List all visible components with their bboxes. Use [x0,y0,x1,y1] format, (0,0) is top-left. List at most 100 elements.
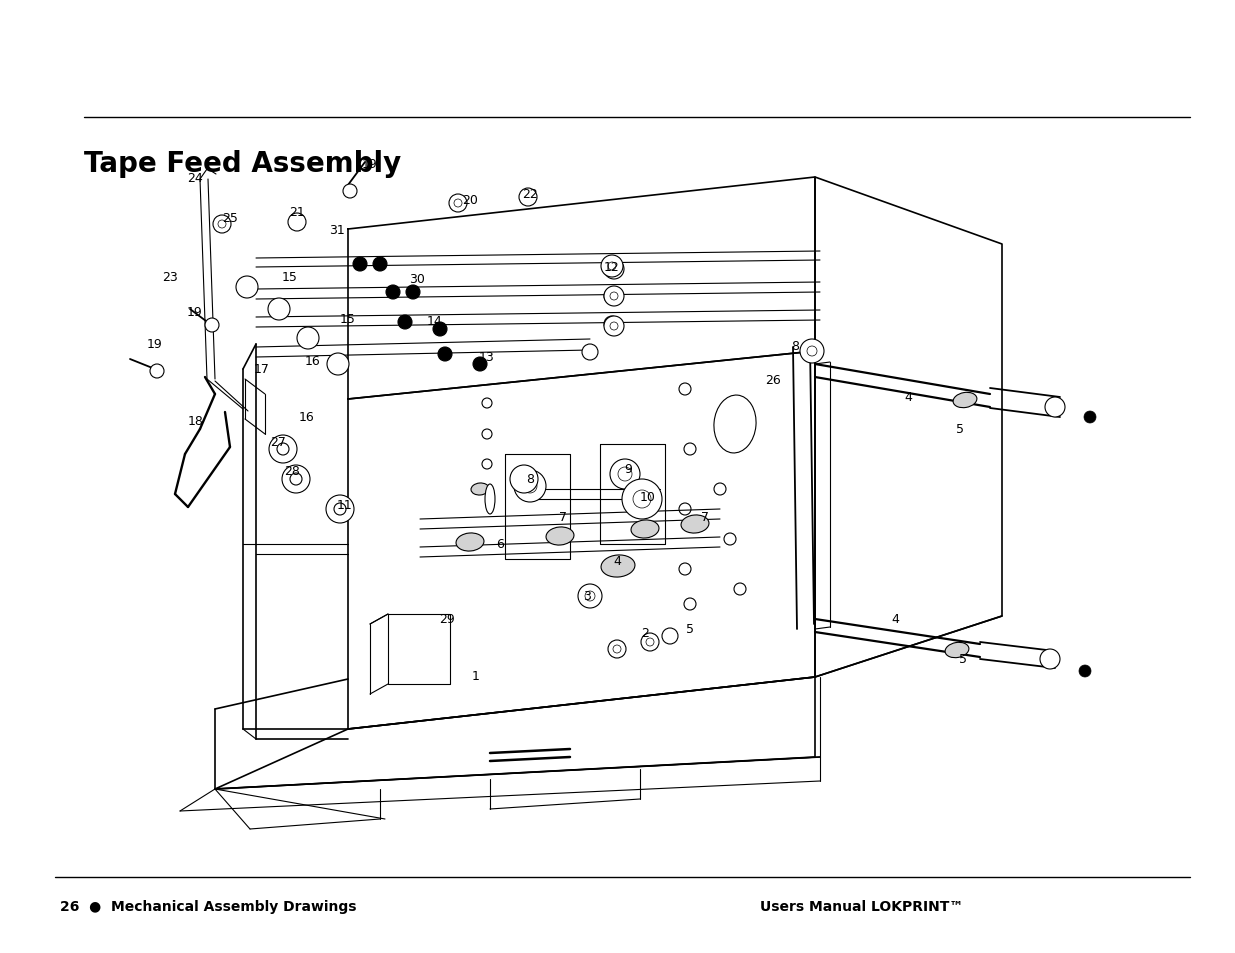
Text: 25: 25 [222,212,238,224]
Text: 22: 22 [522,188,538,200]
Circle shape [604,289,620,305]
Ellipse shape [714,395,756,454]
Circle shape [604,316,620,333]
Text: 7: 7 [701,511,709,524]
Circle shape [800,339,824,364]
Text: 4: 4 [613,555,621,568]
Circle shape [514,471,546,502]
Text: 27: 27 [270,436,287,449]
Circle shape [608,640,626,659]
Text: 6: 6 [496,537,504,551]
Text: 15: 15 [282,272,298,284]
Circle shape [236,276,258,298]
Text: 11: 11 [337,499,353,512]
Circle shape [634,491,651,509]
Text: 26  ●  Mechanical Assembly Drawings: 26 ● Mechanical Assembly Drawings [61,899,357,913]
Text: 19: 19 [362,157,378,171]
Text: 15: 15 [340,314,356,326]
Circle shape [406,286,420,299]
Text: 20: 20 [462,193,478,206]
Ellipse shape [953,393,977,408]
Text: 7: 7 [559,511,567,524]
Circle shape [522,479,537,494]
Text: 8: 8 [790,340,799,354]
Ellipse shape [471,483,489,496]
Text: 30: 30 [409,274,425,286]
Circle shape [601,255,622,277]
Text: 23: 23 [162,272,178,284]
Circle shape [333,503,346,516]
Circle shape [519,189,537,207]
Ellipse shape [456,534,484,552]
Circle shape [1084,412,1095,423]
Circle shape [296,328,319,350]
Circle shape [327,354,350,375]
Text: 28: 28 [284,465,300,478]
Text: 13: 13 [479,351,495,364]
Text: Users Manual LOKPRINT™: Users Manual LOKPRINT™ [760,899,963,913]
Text: 3: 3 [583,590,590,603]
Text: 16: 16 [299,411,315,424]
Circle shape [473,357,487,372]
Circle shape [387,286,400,299]
Circle shape [219,221,226,229]
Circle shape [604,316,624,336]
Circle shape [1040,649,1060,669]
Text: 29: 29 [440,613,454,626]
Text: 8: 8 [526,473,534,486]
Ellipse shape [680,516,709,534]
Text: 14: 14 [427,315,443,328]
Text: 5: 5 [956,423,965,436]
Circle shape [618,468,632,481]
Circle shape [269,436,296,463]
Text: 31: 31 [329,224,345,237]
Circle shape [373,257,387,272]
Text: 24: 24 [188,172,203,184]
Circle shape [578,584,601,608]
Text: 12: 12 [604,261,620,274]
Circle shape [622,479,662,519]
Text: 4: 4 [892,613,899,626]
Circle shape [1079,665,1091,678]
Text: 5: 5 [960,653,967,666]
Text: 1: 1 [472,670,480,682]
Text: 10: 10 [640,491,656,504]
Circle shape [662,628,678,644]
Circle shape [353,257,367,272]
Text: 16: 16 [305,355,321,368]
Circle shape [149,365,164,378]
Ellipse shape [631,520,659,538]
Ellipse shape [485,484,495,515]
Circle shape [205,318,219,333]
Circle shape [212,215,231,233]
Circle shape [806,347,818,356]
Ellipse shape [945,642,969,658]
Text: Tape Feed Assembly: Tape Feed Assembly [84,150,401,178]
Circle shape [604,262,620,277]
Text: 5: 5 [685,623,694,636]
Circle shape [1045,397,1065,417]
Text: 18: 18 [188,416,204,428]
Text: 21: 21 [289,206,305,219]
Circle shape [450,194,467,213]
Circle shape [604,287,624,307]
Circle shape [288,213,306,232]
Ellipse shape [546,527,574,545]
Text: 19: 19 [147,338,163,351]
Ellipse shape [601,556,635,578]
Text: 9: 9 [624,463,632,476]
Circle shape [277,443,289,456]
Circle shape [433,323,447,336]
Circle shape [326,496,354,523]
Circle shape [610,459,640,490]
Text: 26: 26 [766,375,781,387]
Text: 2: 2 [641,627,648,639]
Circle shape [585,592,595,601]
Circle shape [343,185,357,199]
Circle shape [438,348,452,361]
Circle shape [268,298,290,320]
Text: 19: 19 [188,306,203,319]
Text: 17: 17 [254,363,270,376]
Circle shape [398,315,412,330]
Circle shape [290,474,303,485]
